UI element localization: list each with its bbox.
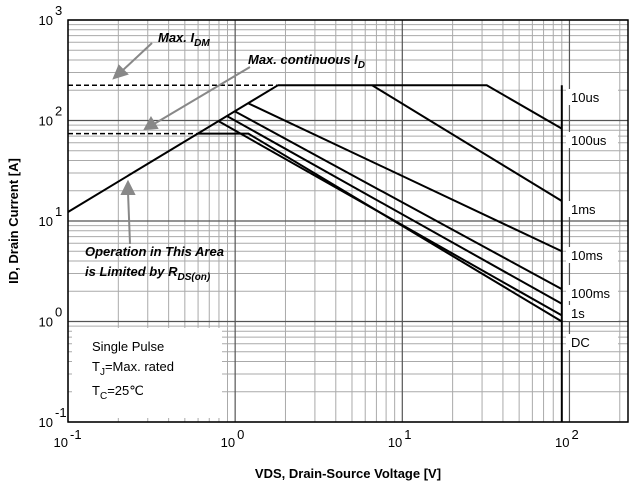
series-label: 1s [571, 306, 585, 321]
arrow-head [112, 64, 129, 80]
annotation-text: Max. continuous I [248, 52, 358, 67]
annotation: Max. IDM [158, 30, 210, 49]
annotation-text: Operation in This Area [85, 244, 224, 259]
note-sub: J [100, 367, 105, 378]
arrow [127, 191, 131, 245]
series-label-bg [566, 334, 618, 350]
y-tick-exponent: 0 [55, 305, 62, 320]
series-line [198, 132, 563, 323]
plot-frame [67, 19, 629, 423]
x-tick-exponent: 1 [404, 427, 411, 442]
grid [67, 19, 628, 423]
x-tick-label: 10 [555, 435, 569, 450]
series-label-bg [566, 285, 618, 301]
series-label-bg [566, 247, 618, 263]
arrow-head [120, 179, 136, 195]
x-tick-label: 10 [221, 435, 235, 450]
y-tick-label: 10 [39, 315, 53, 330]
labels: 10-110010110210-110010110210310us100us1m… [39, 3, 618, 450]
x-tick-exponent: 0 [237, 427, 244, 442]
arrow [121, 42, 153, 72]
note: TC=25℃ [92, 383, 144, 402]
series-line [277, 84, 563, 130]
note-text: Single Pulse [92, 339, 164, 354]
y-tick-exponent: 2 [55, 104, 62, 119]
series-label: DC [571, 335, 590, 350]
x-tick-label: 10 [54, 435, 68, 450]
y-tick-exponent: -1 [55, 405, 67, 420]
annotation: is Limited by RDS(on) [85, 264, 211, 283]
series-label: 10ms [571, 248, 603, 263]
y-tick-exponent: 1 [55, 204, 62, 219]
limit-line [67, 84, 279, 213]
note-sub: C [100, 391, 107, 402]
annotation-text: is Limited by R [85, 264, 178, 279]
note-text: T [92, 383, 100, 398]
x-tick-exponent: -1 [70, 427, 82, 442]
series-label: 100ms [571, 286, 611, 301]
annotation-sub: DM [194, 38, 210, 49]
arrow-head [143, 115, 159, 131]
note-rest: =25℃ [107, 383, 144, 398]
annotation: Operation in This Area [85, 244, 224, 259]
annotation-sub: D [358, 60, 365, 71]
y-axis-title: ID, Drain Current [A] [6, 158, 21, 284]
series-line [234, 110, 563, 290]
annotation-text: Max. I [158, 30, 195, 45]
y-tick-label: 10 [39, 415, 53, 430]
annotation-sub: DS(on) [177, 272, 210, 283]
y-tick-label: 10 [39, 13, 53, 28]
series-line [247, 102, 563, 253]
x-tick-label: 10 [388, 435, 402, 450]
series-label-bg [566, 89, 618, 105]
y-tick-exponent: 3 [55, 3, 62, 18]
series-label: 100us [571, 133, 607, 148]
y-tick-label: 10 [39, 214, 53, 229]
note-text: T [92, 359, 100, 374]
arrows [112, 42, 251, 245]
series-label: 1ms [571, 202, 596, 217]
annotation: Max. continuous ID [248, 52, 365, 71]
series-label-bg [566, 305, 618, 321]
marks [67, 84, 563, 422]
series-line [371, 84, 563, 202]
note-box [72, 328, 222, 418]
note: Single Pulse [92, 339, 164, 354]
x-tick-exponent: 2 [571, 427, 578, 442]
y-tick-label: 10 [39, 114, 53, 129]
series-label-bg [566, 201, 618, 217]
x-axis-title: VDS, Drain-Source Voltage [V] [255, 466, 441, 481]
series-label-bg [566, 132, 618, 148]
series-label: 10us [571, 90, 600, 105]
arrow [153, 66, 251, 125]
series-line [227, 115, 563, 305]
note: TJ=Max. rated [92, 359, 174, 378]
note-rest: =Max. rated [105, 359, 174, 374]
